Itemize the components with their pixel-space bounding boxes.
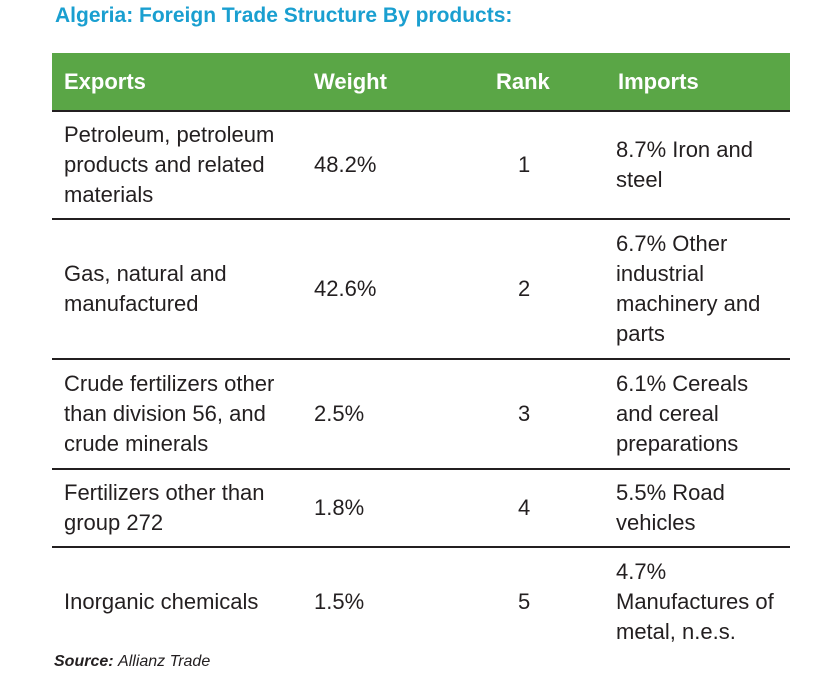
header-imports: Imports xyxy=(606,53,790,112)
import-cell: 8.7% Iron and steel xyxy=(606,111,790,220)
header-exports: Exports xyxy=(52,53,302,112)
source-note: Source: Allianz Trade xyxy=(54,653,210,671)
source-label: Source: xyxy=(54,653,114,670)
export-cell: Petroleum, petroleum products and relate… xyxy=(52,111,302,220)
rank-cell: 2 xyxy=(442,219,606,360)
header-rank: Rank xyxy=(442,53,606,112)
table-row: Fertilizers other than group 272 1.8% 4 … xyxy=(52,469,790,548)
export-cell: Fertilizers other than group 272 xyxy=(52,469,302,548)
rank-cell: 3 xyxy=(442,359,606,470)
table-row: Gas, natural and manufactured 42.6% 2 6.… xyxy=(52,219,790,360)
export-cell: Crude fertilizers other than division 56… xyxy=(52,359,302,470)
import-cell: 5.5% Road vehicles xyxy=(606,469,790,548)
table-header-row: Exports Weight Rank Imports xyxy=(52,53,790,112)
weight-cell: 48.2% xyxy=(302,111,442,220)
trade-structure-table: Exports Weight Rank Imports Petroleum, p… xyxy=(52,53,790,655)
export-cell: Gas, natural and manufactured xyxy=(52,219,302,360)
table-row: Crude fertilizers other than division 56… xyxy=(52,359,790,470)
weight-cell: 1.5% xyxy=(314,588,365,614)
weight-cell: 1.8% xyxy=(302,469,442,548)
import-cell: 6.7% Other industrial machinery and part… xyxy=(606,219,790,360)
page-title: Algeria: Foreign Trade Structure By prod… xyxy=(55,4,513,27)
export-cell: Inorganic chemicals xyxy=(64,588,259,614)
table-row: Inorganic chemicals 1.5% 5 4.7% Manufact… xyxy=(52,547,790,655)
source-value: Allianz Trade xyxy=(118,653,211,670)
import-cell: 4.7% Manufactures of metal, n.e.s. xyxy=(616,558,774,644)
table-row: Petroleum, petroleum products and relate… xyxy=(52,111,790,220)
weight-cell: 2.5% xyxy=(302,359,442,470)
rank-cell: 4 xyxy=(442,469,606,548)
import-cell: 6.1% Cereals and cereal preparations xyxy=(606,359,790,470)
rank-cell: 5 xyxy=(518,588,531,614)
header-weight: Weight xyxy=(302,53,442,112)
weight-cell: 42.6% xyxy=(302,219,442,360)
rank-cell: 1 xyxy=(442,111,606,220)
